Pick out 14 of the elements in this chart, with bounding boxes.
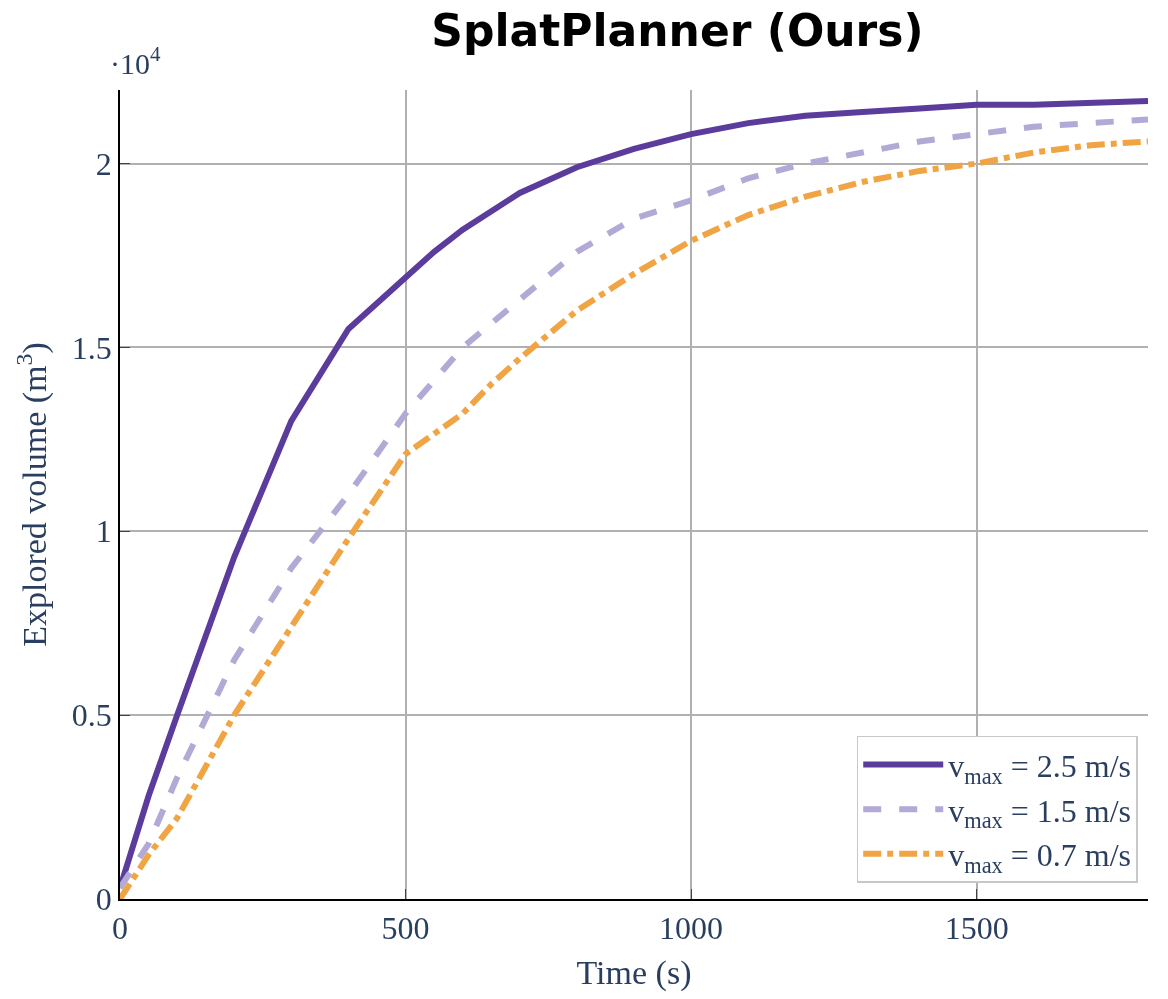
- text: ·10$^{4}$: [110, 42, 161, 80]
- x-tick-label: 1500: [944, 910, 1009, 947]
- legend-label: v$_{max}$ = 1.5 m/s: [948, 792, 1132, 834]
- y-tick-label: 0: [95, 881, 112, 918]
- x-tick-label: 1000: [659, 910, 724, 947]
- legend-label: v$_{max}$ = 2.5 m/s: [948, 748, 1132, 789]
- y-tick-label: 2: [95, 145, 112, 182]
- legend-label: v$_{max}$ = 0.7 m/s: [948, 837, 1132, 879]
- x-axis-title: Time (s): [576, 953, 692, 992]
- chart-title: SplatPlanner (Ours): [431, 4, 924, 56]
- y-tick-label: 1: [95, 513, 112, 550]
- y-tick-label: 0.5: [71, 697, 112, 734]
- y-tick-label: 1.5: [71, 329, 112, 366]
- x-tick-label: 500: [381, 910, 430, 947]
